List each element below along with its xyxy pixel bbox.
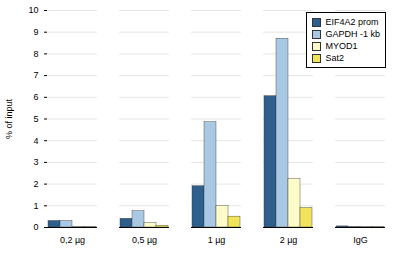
svg-text:IgG: IgG bbox=[353, 235, 368, 245]
svg-text:0,5 µg: 0,5 µg bbox=[132, 235, 157, 245]
svg-text:10: 10 bbox=[28, 5, 38, 15]
svg-text:6: 6 bbox=[33, 92, 38, 102]
svg-text:2: 2 bbox=[33, 179, 38, 189]
svg-text:1: 1 bbox=[33, 201, 38, 211]
svg-text:3: 3 bbox=[33, 157, 38, 167]
svg-text:4: 4 bbox=[33, 136, 38, 146]
svg-text:9: 9 bbox=[33, 27, 38, 37]
svg-text:0: 0 bbox=[33, 222, 38, 232]
svg-text:% of input: % of input bbox=[4, 98, 14, 139]
svg-text:2 µg: 2 µg bbox=[280, 235, 298, 245]
svg-text:0,2 µg: 0,2 µg bbox=[60, 235, 85, 245]
html-text:Sat2: Sat2 bbox=[325, 53, 344, 63]
svg-text:5: 5 bbox=[33, 114, 38, 124]
svg-text:8: 8 bbox=[33, 49, 38, 59]
html-text:MYOD1: MYOD1 bbox=[325, 41, 358, 51]
svg-text:1 µg: 1 µg bbox=[208, 235, 226, 245]
html-text:EIF4A2 prom: EIF4A2 prom bbox=[325, 17, 379, 27]
html-text:GAPDH -1 kb: GAPDH -1 kb bbox=[325, 29, 380, 39]
svg-text:7: 7 bbox=[33, 70, 38, 80]
